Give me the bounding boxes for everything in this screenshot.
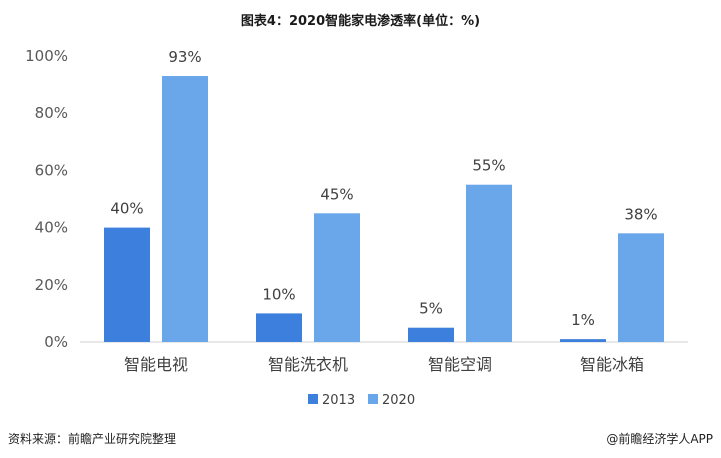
data-label: 55%: [472, 157, 505, 175]
bars-layer: [104, 76, 664, 343]
bar-2013-0: [104, 227, 150, 342]
bar-2013-1: [256, 313, 302, 342]
data-label: 10%: [262, 285, 295, 303]
source-note: 资料来源：前瞻产业研究院整理: [8, 432, 177, 446]
y-tick-label: 60%: [35, 161, 68, 179]
legend-swatch-2013: [308, 394, 318, 404]
legend-label: 2013: [322, 393, 355, 408]
bar-2013-3: [560, 339, 606, 342]
y-tick-label: 20%: [35, 276, 68, 294]
bar-2020-2: [466, 184, 512, 342]
data-label: 38%: [624, 205, 657, 223]
chart-title: 图表4：2020智能家电渗透率(单位：%): [240, 14, 481, 29]
labels-layer: 40% 93% 智能电视 10% 45% 智能洗衣机 5% 55% 智能空调 1% 38% 智能冰箱: [110, 48, 657, 374]
legend-swatch-2020: [368, 394, 378, 404]
y-tick-label: 40%: [35, 219, 68, 237]
category-label: 智能电视: [124, 355, 188, 374]
bar-2020-1: [314, 213, 360, 342]
data-label: 5%: [419, 300, 443, 318]
data-label: 1%: [571, 311, 595, 329]
category-label: 智能洗衣机: [268, 355, 348, 374]
bar-2020-3: [618, 233, 664, 342]
category-label: 智能空调: [428, 355, 492, 374]
brand-credit: @前瞻经济学人APP: [606, 432, 713, 446]
legend: 2013 2020: [308, 393, 415, 408]
bar-2013-2: [408, 327, 454, 342]
y-tick-label: 100%: [25, 47, 68, 65]
y-tick-label: 0%: [44, 333, 68, 351]
legend-label: 2020: [382, 393, 415, 408]
y-tick-label: 80%: [35, 104, 68, 122]
bar-2020-0: [162, 76, 208, 343]
data-label: 45%: [320, 185, 353, 203]
category-label: 智能冰箱: [580, 355, 644, 374]
data-label: 93%: [168, 48, 201, 66]
axis-layer: 0% 20% 40% 60% 80% 100%: [25, 47, 688, 351]
data-label: 40%: [110, 200, 143, 218]
